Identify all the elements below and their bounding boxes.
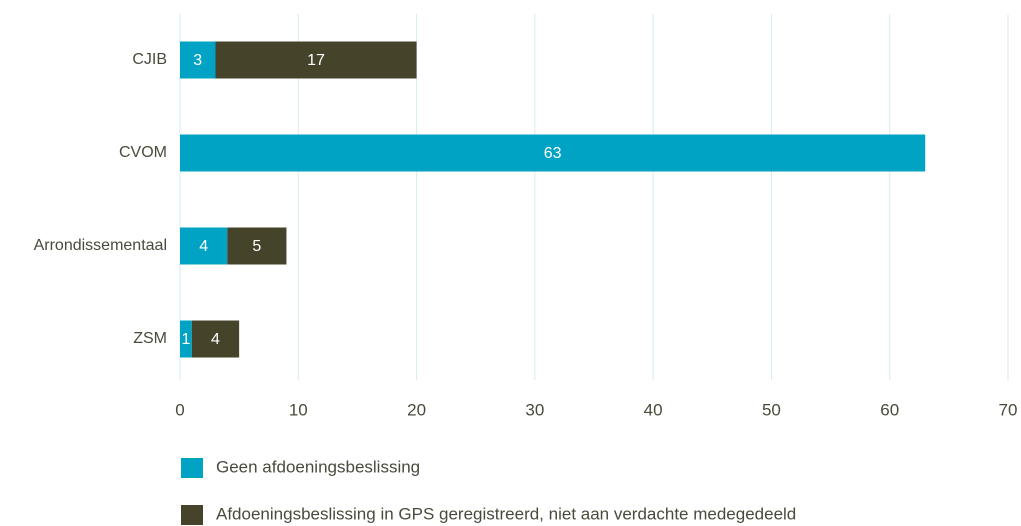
x-tick-label: 50 bbox=[762, 400, 781, 419]
value-label: 17 bbox=[307, 52, 325, 69]
legend-swatch bbox=[181, 505, 203, 525]
x-tick-label: 60 bbox=[880, 400, 899, 419]
value-label: 4 bbox=[199, 238, 208, 255]
value-label: 5 bbox=[252, 238, 261, 255]
y-tick-label: CJIB bbox=[132, 51, 167, 68]
x-tick-label: 10 bbox=[289, 400, 308, 419]
legend-label: Geen afdoeningsbeslissing bbox=[216, 457, 420, 476]
value-label: 63 bbox=[544, 145, 562, 162]
x-tick-label: 20 bbox=[407, 400, 426, 419]
y-tick-label: ZSM bbox=[133, 330, 167, 347]
y-tick-label: Arrondissementaal bbox=[34, 237, 167, 254]
value-label: 4 bbox=[211, 331, 220, 348]
x-tick-label: 0 bbox=[175, 400, 184, 419]
bar-segment bbox=[227, 227, 287, 265]
bar-segment bbox=[180, 227, 228, 265]
y-tick-label: CVOM bbox=[119, 144, 167, 161]
bar-segment bbox=[180, 41, 216, 79]
bar-segment bbox=[180, 134, 926, 172]
value-label: 3 bbox=[193, 52, 202, 69]
x-tick-label: 40 bbox=[644, 400, 663, 419]
bar-segment bbox=[191, 320, 240, 358]
value-label: 1 bbox=[181, 331, 190, 348]
x-tick-label: 30 bbox=[525, 400, 544, 419]
bar-segment bbox=[180, 320, 192, 358]
x-tick-label: 70 bbox=[999, 400, 1018, 419]
legend-swatch bbox=[181, 458, 203, 478]
bar-segment bbox=[215, 41, 417, 79]
legend-label: Afdoeningsbeslissing in GPS geregistreer… bbox=[216, 504, 796, 523]
